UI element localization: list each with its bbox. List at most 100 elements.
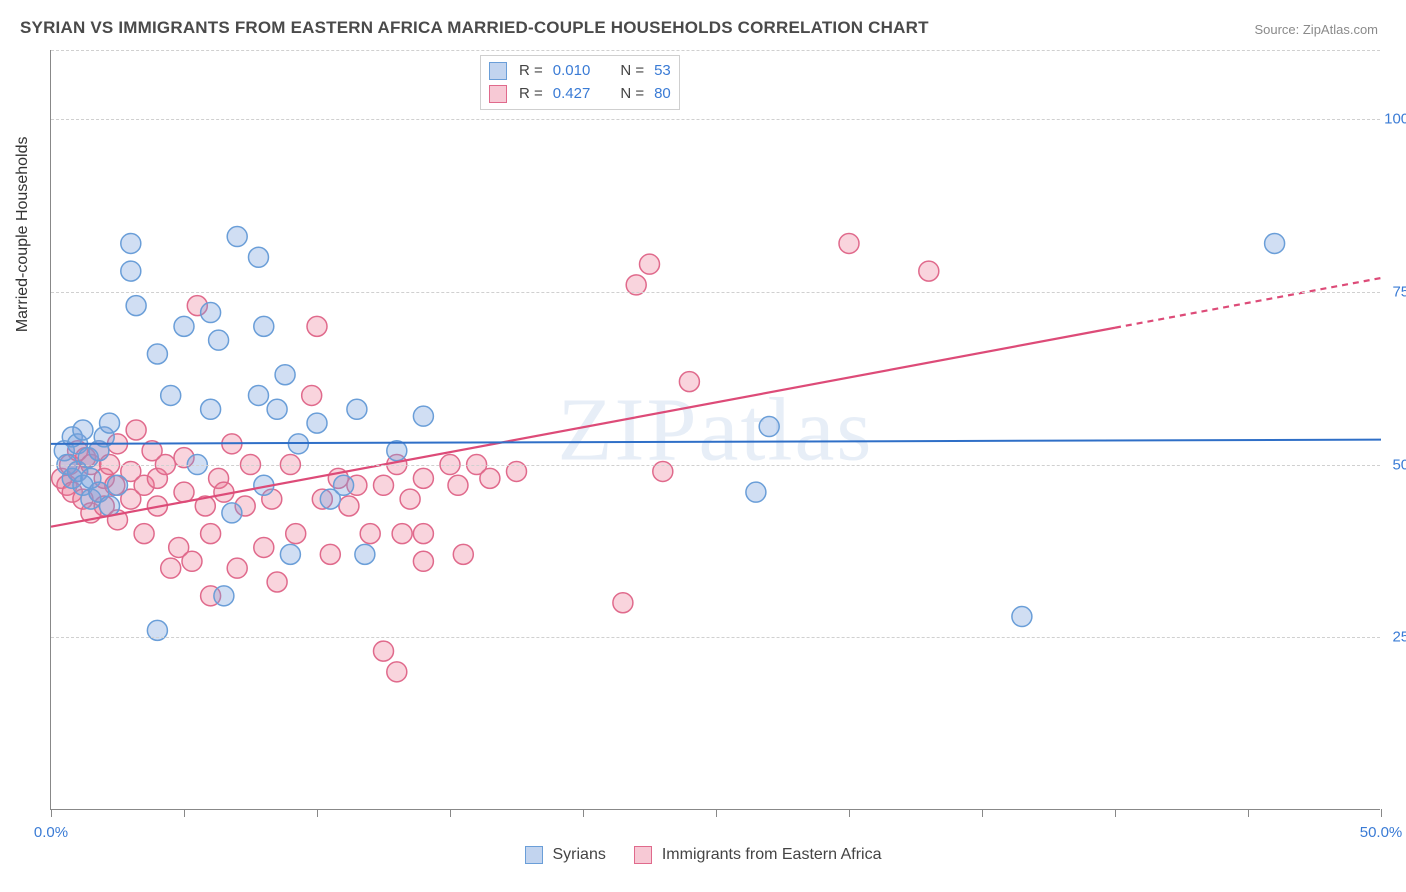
trend-line [51, 328, 1115, 527]
data-point [275, 365, 295, 385]
swatch-blue [489, 62, 507, 80]
data-point [640, 254, 660, 274]
data-point [209, 330, 229, 350]
r-value-pink: 0.427 [553, 83, 591, 106]
data-point [374, 475, 394, 495]
y-tick-label: 100.0% [1384, 111, 1406, 128]
data-point [453, 544, 473, 564]
data-point [355, 544, 375, 564]
x-tick [1248, 809, 1249, 817]
data-point [339, 496, 359, 516]
data-point [347, 399, 367, 419]
gridline [51, 50, 1380, 51]
data-point [126, 420, 146, 440]
r-value-blue: 0.010 [553, 60, 591, 83]
data-point [254, 537, 274, 557]
swatch-pink [634, 846, 652, 864]
data-point [100, 413, 120, 433]
data-point [161, 558, 181, 578]
x-tick [982, 809, 983, 817]
x-tick-label: 0.0% [34, 824, 68, 841]
data-point [267, 399, 287, 419]
data-point [174, 482, 194, 502]
legend-label-blue: Syrians [553, 846, 606, 864]
n-value-blue: 53 [654, 60, 671, 83]
gridline [51, 637, 1380, 638]
data-point [201, 399, 221, 419]
data-point [413, 468, 433, 488]
data-point [182, 551, 202, 571]
data-point [73, 420, 93, 440]
data-point [448, 475, 468, 495]
data-point [280, 544, 300, 564]
x-tick [51, 809, 52, 817]
scatter-svg [51, 50, 1380, 809]
data-point [307, 413, 327, 433]
data-point [307, 316, 327, 336]
data-point [759, 417, 779, 437]
gridline [51, 292, 1380, 293]
data-point [302, 385, 322, 405]
data-point [227, 227, 247, 247]
data-point [286, 524, 306, 544]
bottom-legend: Syrians Immigrants from Eastern Africa [0, 846, 1406, 864]
x-tick [1381, 809, 1382, 817]
data-point [248, 247, 268, 267]
data-point [613, 593, 633, 613]
n-label: N = [620, 60, 644, 83]
data-point [222, 503, 242, 523]
data-point [334, 475, 354, 495]
data-point [400, 489, 420, 509]
r-label: R = [519, 83, 543, 106]
data-point [413, 406, 433, 426]
data-point [100, 496, 120, 516]
n-label: N = [620, 83, 644, 106]
n-value-pink: 80 [654, 83, 671, 106]
data-point [360, 524, 380, 544]
data-point [227, 558, 247, 578]
data-point [201, 524, 221, 544]
data-point [392, 524, 412, 544]
data-point [174, 316, 194, 336]
trend-line [51, 440, 1381, 444]
data-point [374, 641, 394, 661]
x-tick [716, 809, 717, 817]
chart-title: SYRIAN VS IMMIGRANTS FROM EASTERN AFRICA… [20, 18, 929, 38]
y-tick-label: 50.0% [1392, 456, 1406, 473]
data-point [121, 261, 141, 281]
data-point [126, 296, 146, 316]
data-point [746, 482, 766, 502]
data-point [679, 372, 699, 392]
data-point [248, 385, 268, 405]
data-point [919, 261, 939, 281]
y-tick-label: 75.0% [1392, 283, 1406, 300]
y-tick-label: 25.0% [1392, 629, 1406, 646]
gridline [51, 119, 1380, 120]
legend-stats-row-blue: R = 0.010 N = 53 [489, 60, 671, 83]
data-point [134, 524, 154, 544]
plot-area: ZIPatlas 25.0%50.0%75.0%100.0%0.0%50.0% [50, 50, 1380, 810]
data-point [480, 468, 500, 488]
legend-stats-row-pink: R = 0.427 N = 80 [489, 83, 671, 106]
swatch-pink [489, 85, 507, 103]
data-point [413, 551, 433, 571]
trend-line [1115, 278, 1381, 328]
data-point [1012, 607, 1032, 627]
data-point [254, 316, 274, 336]
data-point [201, 303, 221, 323]
data-point [161, 385, 181, 405]
x-tick-label: 50.0% [1360, 824, 1403, 841]
x-tick [849, 809, 850, 817]
data-point [267, 572, 287, 592]
source-attribution: Source: ZipAtlas.com [1254, 22, 1378, 37]
legend-stats-box: R = 0.010 N = 53 R = 0.427 N = 80 [480, 55, 680, 110]
legend-item-blue: Syrians [525, 846, 606, 864]
chart-container: { "title": "SYRIAN VS IMMIGRANTS FROM EA… [0, 0, 1406, 892]
data-point [839, 233, 859, 253]
x-tick [184, 809, 185, 817]
x-tick [1115, 809, 1116, 817]
x-tick [317, 809, 318, 817]
gridline [51, 465, 1380, 466]
data-point [108, 475, 128, 495]
data-point [214, 586, 234, 606]
